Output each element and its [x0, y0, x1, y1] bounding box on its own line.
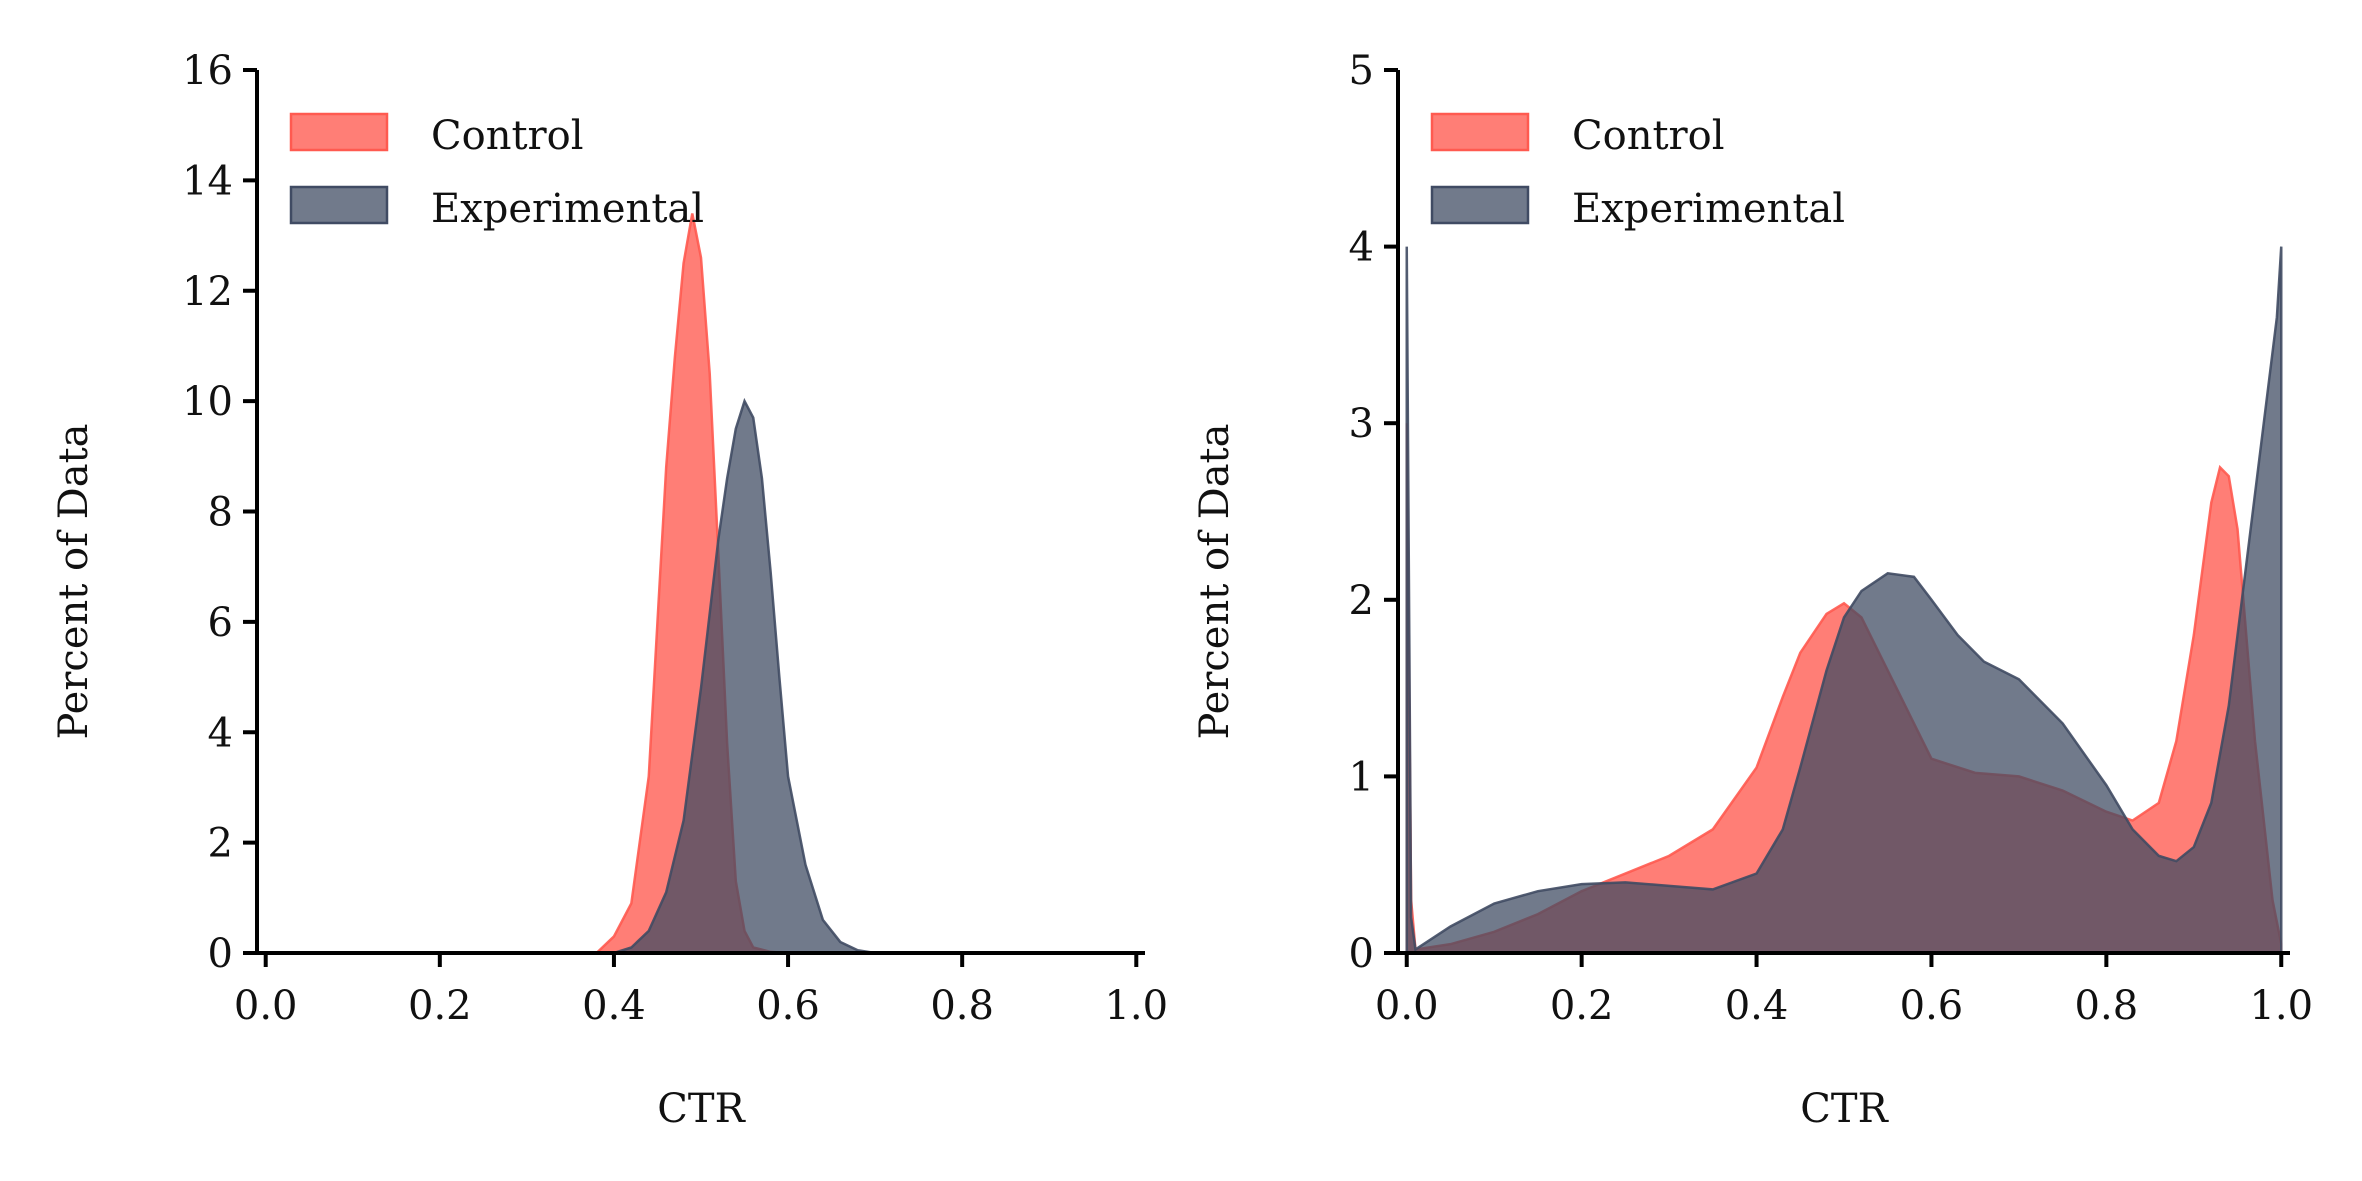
left-y-tick-label: 12 — [182, 269, 233, 315]
right-chart-areas — [1405, 246, 2283, 955]
left-legend-swatch-experimental — [289, 185, 389, 225]
left-chart-y-ticks: 0 2 4 6 8 10 12 14 16 — [182, 48, 257, 977]
left-area-experimental — [265, 397, 1137, 955]
left-y-tick-label: 2 — [208, 821, 233, 867]
right-legend-label-experimental: Experimental — [1572, 186, 1845, 232]
left-chart-x-axis-label: CTR — [657, 1086, 746, 1132]
right-chart-x-ticks: 0.0 0.2 0.4 0.6 0.8 1.0 — [1375, 953, 2313, 1029]
right-y-tick-label: 5 — [1349, 48, 1374, 94]
left-x-tick-label: 0.6 — [756, 983, 820, 1029]
right-chart-x-axis-label: CTR — [1800, 1086, 1889, 1132]
right-y-tick-label: 2 — [1349, 578, 1374, 624]
left-y-tick-label: 16 — [182, 48, 233, 94]
left-legend-label-control: Control — [431, 113, 584, 159]
left-x-tick-label: 1.0 — [1104, 983, 1168, 1029]
right-x-tick-label: 0.0 — [1375, 983, 1439, 1029]
left-y-tick-label: 14 — [182, 158, 233, 204]
right-chart-legend: Control Experimental — [1430, 112, 1845, 232]
right-x-tick-label: 1.0 — [2249, 983, 2313, 1029]
right-chart-y-axis-label: Percent of Data — [1192, 424, 1238, 740]
right-x-tick-label: 0.2 — [1550, 983, 1614, 1029]
left-chart-y-axis-label: Percent of Data — [51, 424, 97, 740]
left-chart: 0.0 0.2 0.4 0.6 0.8 1.0 0 2 4 6 8 10 12 14 16 CTR Per… — [51, 48, 1168, 1132]
left-x-tick-label: 0.0 — [234, 983, 298, 1029]
right-legend-swatch-control — [1430, 112, 1530, 152]
right-y-tick-label: 1 — [1349, 754, 1374, 800]
left-y-tick-label: 4 — [208, 710, 233, 756]
left-x-tick-label: 0.2 — [408, 983, 472, 1029]
left-legend-swatch-control — [289, 112, 389, 152]
right-y-tick-label: 3 — [1349, 401, 1374, 447]
left-y-tick-label: 0 — [208, 931, 233, 977]
left-chart-legend: Control Experimental — [289, 112, 704, 232]
right-chart-y-ticks: 0 1 2 3 4 5 — [1349, 48, 1398, 977]
left-chart-areas — [265, 213, 1137, 955]
right-x-tick-label: 0.4 — [1725, 983, 1789, 1029]
right-chart: 0.0 0.2 0.4 0.6 0.8 1.0 0 1 2 3 4 5 CTR Percent of… — [1192, 48, 2313, 1132]
right-x-tick-label: 0.8 — [2075, 983, 2139, 1029]
left-x-tick-label: 0.4 — [582, 983, 646, 1029]
left-x-tick-label: 0.8 — [930, 983, 994, 1029]
left-y-tick-label: 10 — [182, 379, 233, 425]
right-x-tick-label: 0.6 — [1900, 983, 1964, 1029]
right-y-tick-label: 0 — [1349, 931, 1374, 977]
left-y-tick-label: 8 — [208, 490, 233, 536]
left-legend-label-experimental: Experimental — [431, 186, 704, 232]
right-area-experimental — [1405, 246, 2283, 955]
left-chart-x-ticks: 0.0 0.2 0.4 0.6 0.8 1.0 — [234, 953, 1168, 1029]
right-legend-label-control: Control — [1572, 113, 1725, 159]
right-y-tick-label: 4 — [1349, 225, 1374, 271]
left-y-tick-label: 6 — [208, 600, 233, 646]
right-legend-swatch-experimental — [1430, 185, 1530, 225]
